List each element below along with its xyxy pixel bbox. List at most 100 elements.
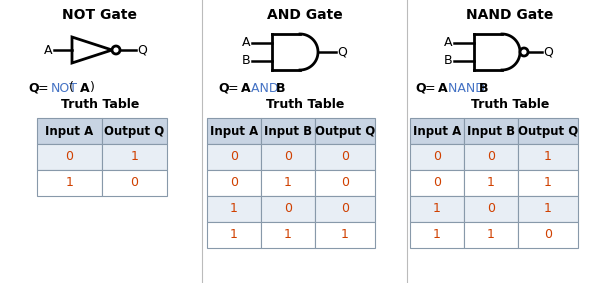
Circle shape: [112, 46, 120, 54]
Bar: [410, 170, 464, 196]
Bar: [261, 118, 315, 144]
Text: Q: Q: [337, 46, 347, 59]
Text: Output Q: Output Q: [518, 125, 578, 138]
Text: 1: 1: [487, 177, 495, 190]
Text: NAND Gate: NAND Gate: [466, 8, 554, 22]
Text: AND Gate: AND Gate: [267, 8, 343, 22]
Text: =: =: [224, 82, 242, 95]
Text: Truth Table: Truth Table: [266, 98, 344, 112]
Text: B: B: [276, 82, 285, 95]
Text: Input B: Input B: [467, 125, 515, 138]
Bar: [410, 222, 464, 248]
Text: 0: 0: [284, 151, 292, 164]
Text: A: A: [443, 37, 452, 50]
Text: B: B: [443, 55, 452, 68]
Text: Input A: Input A: [413, 125, 461, 138]
Text: A: A: [241, 82, 251, 95]
Text: 0: 0: [487, 203, 495, 215]
Bar: [518, 222, 578, 248]
Circle shape: [520, 48, 528, 56]
Bar: [261, 170, 315, 196]
Text: B: B: [479, 82, 488, 95]
Text: A: A: [80, 82, 90, 95]
Bar: [464, 196, 518, 222]
Bar: [261, 144, 315, 170]
Text: Q: Q: [218, 82, 229, 95]
Text: A: A: [438, 82, 448, 95]
Bar: [207, 170, 261, 196]
Text: 1: 1: [341, 228, 349, 241]
Text: 1: 1: [284, 228, 292, 241]
Text: AND: AND: [247, 82, 282, 95]
Text: 0: 0: [131, 177, 138, 190]
Bar: [102, 170, 167, 196]
Text: 1: 1: [230, 203, 238, 215]
Text: Input A: Input A: [45, 125, 93, 138]
Text: 1: 1: [544, 203, 552, 215]
Text: 1: 1: [230, 228, 238, 241]
Text: 0: 0: [230, 151, 238, 164]
Text: 1: 1: [284, 177, 292, 190]
Text: 0: 0: [487, 151, 495, 164]
Bar: [315, 170, 375, 196]
Bar: [518, 196, 578, 222]
Bar: [207, 222, 261, 248]
Bar: [102, 118, 167, 144]
Text: 0: 0: [544, 228, 552, 241]
Text: NOT Gate: NOT Gate: [62, 8, 137, 22]
Text: 1: 1: [433, 203, 441, 215]
Bar: [261, 196, 315, 222]
Bar: [37, 144, 102, 170]
Text: 0: 0: [341, 177, 349, 190]
Text: NAND: NAND: [444, 82, 489, 95]
Text: 1: 1: [433, 228, 441, 241]
Text: Input A: Input A: [210, 125, 258, 138]
Text: 0: 0: [433, 177, 441, 190]
Text: Q: Q: [137, 44, 147, 57]
Bar: [464, 144, 518, 170]
Bar: [315, 222, 375, 248]
Bar: [464, 118, 518, 144]
Bar: [37, 118, 102, 144]
Text: Q: Q: [543, 46, 553, 59]
Text: 1: 1: [131, 151, 138, 164]
Text: 1: 1: [65, 177, 73, 190]
Bar: [410, 196, 464, 222]
Bar: [37, 170, 102, 196]
Text: Truth Table: Truth Table: [61, 98, 139, 112]
Bar: [464, 222, 518, 248]
Text: =: =: [421, 82, 439, 95]
Bar: [410, 118, 464, 144]
Text: B: B: [242, 55, 250, 68]
Bar: [207, 118, 261, 144]
Text: 1: 1: [544, 177, 552, 190]
Text: Q: Q: [415, 82, 426, 95]
Text: 0: 0: [230, 177, 238, 190]
Bar: [207, 144, 261, 170]
Text: 0: 0: [65, 151, 73, 164]
Text: 0: 0: [341, 151, 349, 164]
Text: =: =: [34, 82, 52, 95]
Text: 0: 0: [284, 203, 292, 215]
Bar: [102, 144, 167, 170]
Text: Truth Table: Truth Table: [471, 98, 549, 112]
Text: Output Q: Output Q: [104, 125, 165, 138]
Text: NOT: NOT: [51, 82, 78, 95]
Text: Output Q: Output Q: [315, 125, 375, 138]
Bar: [315, 118, 375, 144]
Text: ): ): [86, 82, 95, 95]
Text: A: A: [242, 37, 250, 50]
Bar: [518, 118, 578, 144]
Bar: [518, 170, 578, 196]
Bar: [315, 196, 375, 222]
Text: (: (: [68, 82, 77, 95]
Text: 0: 0: [433, 151, 441, 164]
Bar: [410, 144, 464, 170]
Bar: [464, 170, 518, 196]
Text: A: A: [44, 44, 52, 57]
Text: 0: 0: [341, 203, 349, 215]
Bar: [261, 222, 315, 248]
Bar: [315, 144, 375, 170]
Bar: [518, 144, 578, 170]
Bar: [207, 196, 261, 222]
